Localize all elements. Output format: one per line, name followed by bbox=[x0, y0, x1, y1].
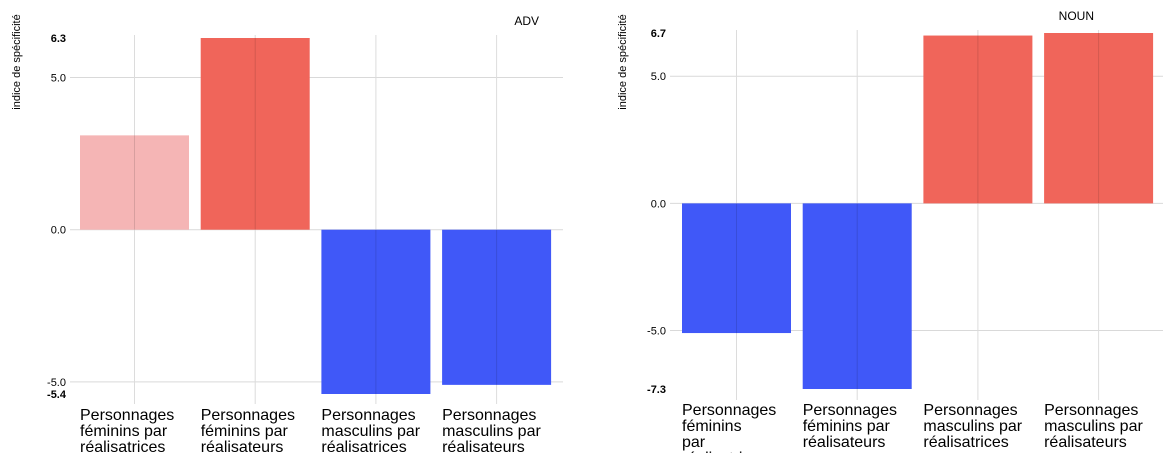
x-category-label: masculins par bbox=[923, 418, 1022, 435]
bar-3 bbox=[923, 35, 1033, 204]
y-axis-label: indice de spécificité bbox=[11, 14, 23, 109]
x-category-label: par bbox=[682, 434, 706, 451]
x-category-label: masculins par bbox=[442, 423, 541, 440]
y-tick-label: 6.7 bbox=[651, 28, 666, 40]
x-category-label: masculins par bbox=[1044, 418, 1143, 435]
x-category-label: féminins par bbox=[80, 423, 168, 440]
x-category-label: féminins bbox=[682, 418, 742, 435]
x-category-label: féminins par bbox=[201, 423, 289, 440]
x-category-label: Personnages bbox=[803, 402, 897, 419]
chart-title: NOUN bbox=[1059, 9, 1094, 23]
x-category-label: Personnages bbox=[1044, 402, 1138, 419]
x-category-label: Personnages bbox=[80, 407, 174, 424]
bar-2 bbox=[802, 203, 912, 389]
x-category-label: réalisateurs bbox=[442, 439, 525, 453]
y-tick-label: 0.0 bbox=[51, 225, 66, 237]
x-category-label: Personnages bbox=[201, 407, 295, 424]
y-tick-label: 5.0 bbox=[51, 73, 66, 85]
bar-3 bbox=[321, 229, 431, 394]
bar-4 bbox=[442, 229, 552, 385]
bar-2 bbox=[200, 38, 310, 230]
bar-1 bbox=[80, 135, 189, 230]
y-axis-label: indice de spécificité bbox=[617, 14, 629, 109]
x-category-label: Personnages bbox=[923, 402, 1017, 419]
y-tick-label: -5.0 bbox=[47, 377, 66, 389]
x-category-label: réalisateurs bbox=[803, 434, 886, 451]
y-tick-label: 6.3 bbox=[51, 33, 66, 45]
bar-4 bbox=[1044, 33, 1154, 204]
chart-2: 6.75.00.0-5.0-7.3Personnagesfémininsparr… bbox=[617, 9, 1163, 453]
y-tick-label: 0.0 bbox=[651, 198, 666, 210]
x-category-label: Personnages bbox=[442, 407, 536, 424]
x-category-label: réalisatrices bbox=[923, 434, 1008, 451]
y-tick-label: -5.4 bbox=[47, 389, 67, 401]
x-category-label: féminins par bbox=[803, 418, 891, 435]
chart-title: ADV bbox=[514, 14, 539, 28]
x-category-label: réalisatrices bbox=[682, 450, 767, 453]
y-tick-label: -7.3 bbox=[647, 384, 666, 396]
x-category-label: masculins par bbox=[321, 423, 420, 440]
x-category-label: réalisateurs bbox=[1044, 434, 1127, 451]
x-category-label: Personnages bbox=[321, 407, 415, 424]
bar-1 bbox=[682, 203, 791, 334]
x-category-label: Personnages bbox=[682, 402, 776, 419]
x-category-label: réalisatrices bbox=[80, 439, 165, 453]
y-tick-label: -5.0 bbox=[647, 326, 666, 338]
x-category-label: réalisateurs bbox=[201, 439, 284, 453]
x-category-label: réalisatrices bbox=[321, 439, 406, 453]
y-tick-label: 5.0 bbox=[651, 71, 666, 83]
